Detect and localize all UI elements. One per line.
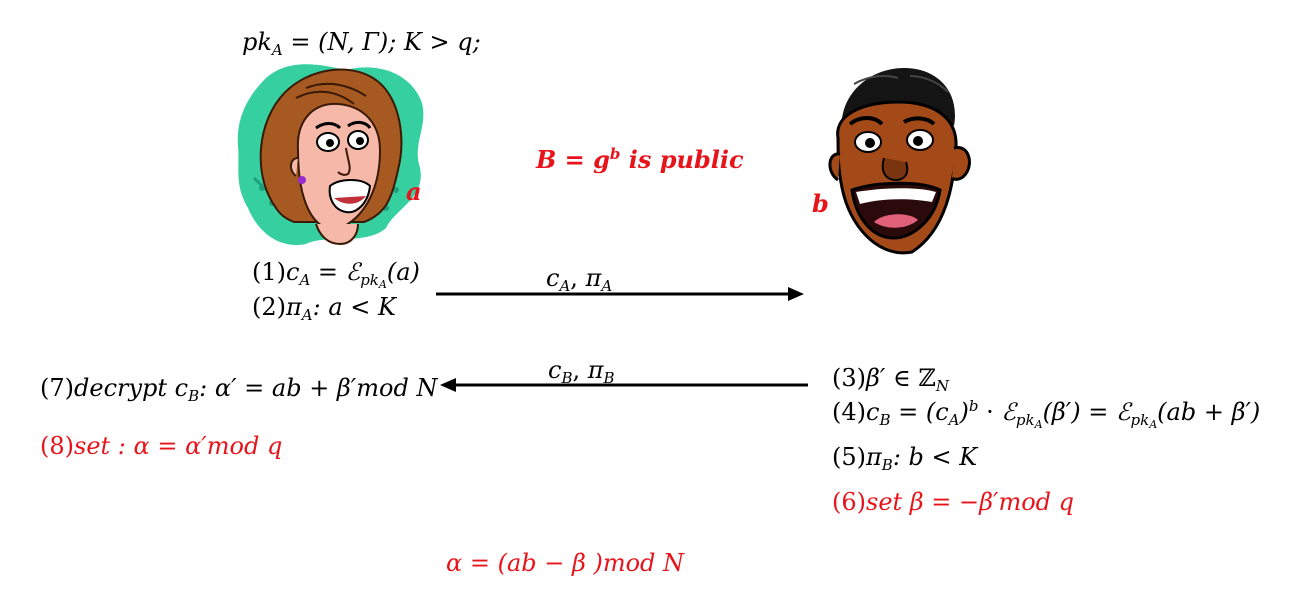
step-5-range-proof: (5)πB: b < K	[832, 443, 978, 474]
arrow-bob-to-alice	[440, 378, 808, 392]
public-parameter-note: B = gb is public	[536, 145, 744, 174]
bob-icon	[828, 68, 971, 255]
step-4-homomorphic-eval: (4)cB = (cA)b · ℰpkA(β′) = ℰpkA(ab + β′)	[832, 397, 1261, 431]
result-equation: α = (ab − β )mod N	[446, 549, 685, 577]
alice-icon	[237, 64, 424, 246]
step-1-encrypt: (1)cA = ℰpkA(a)	[252, 258, 420, 291]
step-6-set-beta: (6)set β = −β′mod q	[832, 488, 1075, 516]
arrow-alice-to-bob	[436, 287, 804, 301]
alice-public-key: pkA = (N, Γ); K > q;	[242, 28, 481, 59]
message-alice-to-bob-label: cA, πA	[546, 264, 613, 295]
bob-secret-label: b	[812, 189, 829, 218]
step-8-set-alpha: (8)set : α = α′mod q	[40, 432, 283, 460]
alice-secret-label: a	[406, 177, 422, 206]
step-3-random-mask: (3)β′ ∈ ℤN	[832, 364, 950, 395]
step-7-decrypt: (7)decrypt cB: α′ = ab + β′mod N	[40, 374, 438, 405]
message-bob-to-alice-label: cB, πB	[548, 356, 615, 387]
step-2-range-proof: (2)πA: a < K	[252, 293, 396, 324]
